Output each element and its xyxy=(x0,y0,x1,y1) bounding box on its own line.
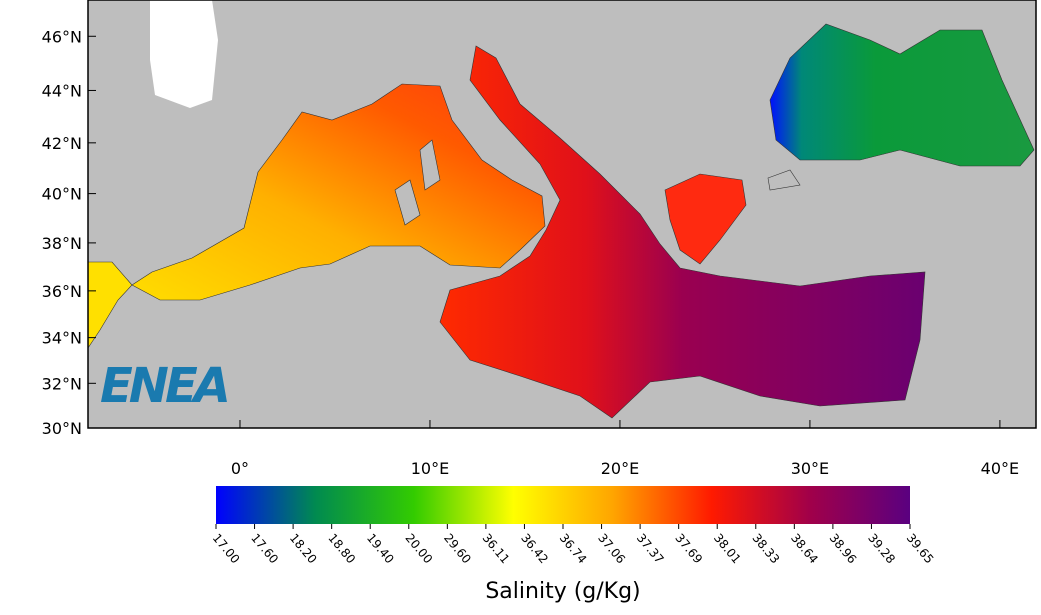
y-tick-label: 38°N xyxy=(42,234,82,253)
aegean-sea xyxy=(664,173,747,265)
colorbar-tick-label: 38.96 xyxy=(827,531,860,566)
x-tick-label: 30°E xyxy=(791,459,829,478)
colorbar-title: Salinity (g/Kg) xyxy=(485,579,640,604)
colorbar-tick-label: 29.60 xyxy=(441,531,474,566)
logo: ENEA xyxy=(100,358,228,414)
y-tick-label: 30°N xyxy=(42,419,82,438)
colorbar-tick-label: 36.74 xyxy=(557,531,590,566)
colorbar-tick-label: 37.69 xyxy=(672,531,705,566)
islands xyxy=(394,139,801,226)
colorbar-tick-label: 18.80 xyxy=(325,531,358,566)
colorbar-tick-label: 19.40 xyxy=(364,531,397,566)
colorbar-tick-label: 36.11 xyxy=(480,531,513,566)
colorbar xyxy=(216,486,910,524)
western-sea xyxy=(131,83,546,301)
eastern-sea xyxy=(439,45,926,419)
colorbar-tick-label: 17.60 xyxy=(248,531,281,566)
y-tick-label: 46°N xyxy=(42,27,82,46)
y-tick-label: 36°N xyxy=(42,282,82,301)
colorbar-tick-label: 38.64 xyxy=(788,531,821,566)
colorbar-tick-label: 17.00 xyxy=(210,531,243,566)
y-tick-label: 40°N xyxy=(42,185,82,204)
atlantic xyxy=(150,0,218,108)
x-tick-label: 10°E xyxy=(411,459,449,478)
colorbar-tick-label: 38.01 xyxy=(711,531,744,566)
x-tick-label: 0° xyxy=(231,459,249,478)
colorbar-tick-label: 37.06 xyxy=(595,531,628,566)
x-tick-label: 20°E xyxy=(601,459,639,478)
map-area: ENEA xyxy=(87,0,1037,429)
y-tick-label: 34°N xyxy=(42,329,82,348)
colorbar-tick-label: 38.33 xyxy=(749,531,782,566)
black-sea xyxy=(769,23,1035,167)
colorbar-tick-label: 39.65 xyxy=(904,531,937,566)
y-tick-label: 42°N xyxy=(42,134,82,153)
y-tick-label: 44°N xyxy=(42,81,82,100)
colorbar-tick-label: 36.42 xyxy=(518,531,551,566)
colorbar-tick-label: 18.20 xyxy=(287,531,320,566)
colorbar-tick-label: 20.00 xyxy=(402,531,435,566)
x-tick-label: 40°E xyxy=(981,459,1019,478)
y-tick-label: 32°N xyxy=(42,374,82,393)
colorbar-tick-label: 39.28 xyxy=(865,531,898,566)
frame xyxy=(87,0,1037,429)
colorbar-tick-label: 37.37 xyxy=(634,531,667,566)
